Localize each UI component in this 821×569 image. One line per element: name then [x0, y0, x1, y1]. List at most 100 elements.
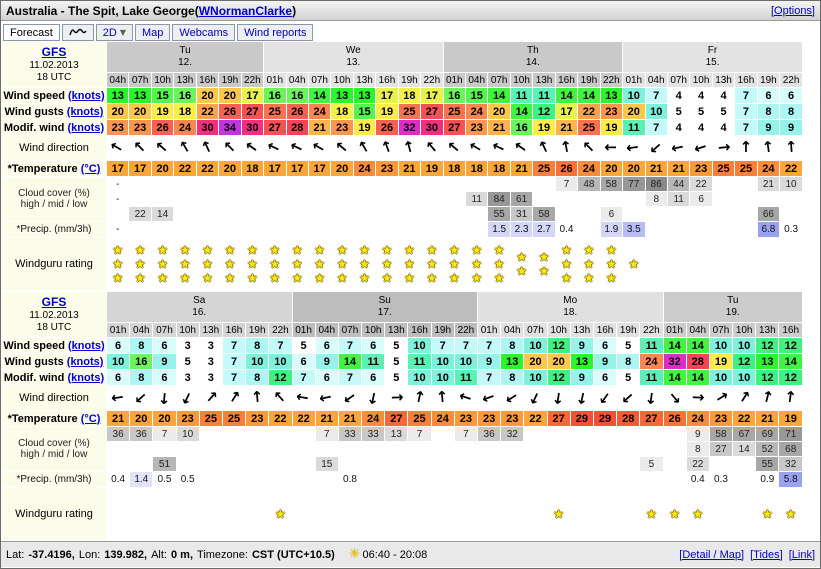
cell-modif_wind: 19 [533, 120, 555, 135]
tab-wind-reports[interactable]: Wind reports [237, 24, 314, 41]
cell-precip: 5.8 [779, 472, 802, 487]
cell-precip [421, 222, 442, 237]
hour-header-cell: 19h [398, 73, 421, 87]
cell-cloud_high [269, 427, 291, 441]
filler-cell [803, 42, 819, 87]
tab-map[interactable]: Map [135, 24, 171, 41]
model-link[interactable]: GFS [41, 294, 67, 309]
cell-cloud_mid: 52 [756, 442, 779, 456]
knots-link[interactable]: (knots) [67, 371, 105, 384]
cell-temperature: 19 [779, 411, 802, 426]
cell-modif_wind: 9 [570, 370, 593, 385]
temp-unit-link[interactable]: (°C) [80, 162, 101, 175]
cell-wind-direction: ↑ [756, 386, 778, 410]
cell-cloud_mid [269, 442, 291, 456]
star-icon: ★ [448, 243, 460, 257]
hour-header-cell: 13h [385, 323, 408, 337]
cell-temperature: 29 [593, 411, 617, 426]
cell-cloud_mid [385, 442, 407, 456]
cell-precip [646, 222, 667, 237]
cell-rating: ★ ★ ★ [129, 238, 150, 290]
detail-map-link[interactable]: [Detail / Map] [679, 548, 745, 561]
cell-cloud_mid [408, 442, 430, 456]
knots-link[interactable]: (knots) [68, 89, 105, 102]
filler-cell [803, 120, 819, 135]
cell-precip [264, 222, 285, 237]
cell-temperature: 24 [757, 161, 780, 176]
star-icon: ★ [448, 257, 460, 271]
wind-direction-arrow-icon: ↑ [689, 390, 708, 405]
cell-cloud_mid [293, 442, 315, 456]
cell-wind_speed: 12 [756, 338, 779, 353]
cell-wind_speed: 6 [107, 338, 130, 353]
wind-direction-arrow-icon: ↑ [510, 136, 533, 158]
wind-direction-arrow-icon: ↑ [435, 387, 450, 407]
cell-precip: 1.5 [488, 222, 510, 237]
cell-wind_speed: 6 [780, 88, 802, 103]
cell-cloud_low [524, 457, 546, 471]
cell-cloud_low [269, 457, 291, 471]
hour-header-cell: 01h [443, 73, 465, 87]
star-icon: ★ [381, 271, 393, 285]
knots-link[interactable]: (knots) [66, 105, 104, 118]
cell-precip [385, 472, 407, 487]
cell-cloud_high: 44 [667, 177, 690, 191]
tab-forecast[interactable]: Forecast [3, 24, 60, 41]
star-icon: ★ [605, 271, 617, 285]
tab-webcams[interactable]: Webcams [172, 24, 236, 41]
user-link[interactable]: WNormanClarke [198, 3, 293, 18]
cell-rating [293, 488, 315, 540]
star-icon: ★ [493, 271, 505, 285]
cell-wind_speed: 11 [510, 88, 533, 103]
wind-direction-arrow-icon: ↑ [264, 137, 286, 157]
cell-temperature: 25 [735, 161, 757, 176]
cell-wind-direction: ↑ [269, 386, 291, 410]
wind-direction-arrow-icon: ↑ [617, 387, 639, 409]
options-link[interactable]: [Options] [770, 4, 815, 17]
temp-unit-link[interactable]: (°C) [80, 412, 101, 425]
cell-rating: ★ [664, 488, 686, 540]
cell-cloud_mid [107, 442, 129, 456]
label-wind_speed: Wind speed (knots) [2, 88, 106, 103]
cell-cloud_mid [362, 442, 384, 456]
hour-header-cell: 10h [176, 323, 199, 337]
cell-cloud_high [152, 177, 173, 191]
cell-cloud_mid [130, 442, 152, 456]
cell-modif_wind: 10 [709, 370, 733, 385]
tab-wave-forecast[interactable] [61, 24, 94, 41]
cell-wind_speed: 16 [443, 88, 465, 103]
cell-rating [780, 238, 802, 290]
cell-modif_wind: 23 [331, 120, 353, 135]
hour-header-cell: 22h [454, 323, 477, 337]
knots-link[interactable]: (knots) [66, 355, 104, 368]
cell-wind_speed: 13 [107, 88, 129, 103]
cell-temperature: 22 [269, 411, 292, 426]
cell-cloud_low [713, 207, 734, 221]
knots-link[interactable]: (knots) [67, 121, 105, 134]
cell-cloud_low [556, 207, 577, 221]
tides-link[interactable]: [Tides] [750, 548, 783, 561]
filler-cell [803, 207, 819, 221]
label-wind_gusts: Wind gusts (knots) [2, 104, 106, 119]
cell-wind-direction: ↑ [713, 136, 734, 160]
link-link[interactable]: [Link] [788, 548, 815, 561]
star-icon: ★ [404, 243, 415, 257]
cell-cloud_high: 22 [690, 177, 712, 191]
cell-cloud_high [174, 177, 195, 191]
cell-wind-direction: ↑ [376, 136, 397, 160]
knots-link[interactable]: (knots) [68, 339, 105, 352]
cell-wind-direction: ↑ [687, 386, 709, 410]
model-link[interactable]: GFS [41, 44, 67, 59]
filler-cell [803, 386, 819, 410]
cell-wind_gusts: 16 [130, 354, 153, 369]
wind-direction-arrow-icon: ↑ [219, 136, 241, 158]
tab-2d[interactable]: 2D ▼ [95, 24, 134, 41]
cell-cloud_low: 14 [151, 207, 174, 221]
model-run-date: 11.02.2013 [29, 309, 79, 321]
cell-rating [339, 488, 361, 540]
star-icon: ★ [269, 271, 281, 285]
wind-direction-arrow-icon: ↑ [308, 137, 331, 158]
cell-rating [200, 488, 222, 540]
hour-header-cell: 04h [686, 323, 709, 337]
cell-temperature: 24 [686, 411, 709, 426]
